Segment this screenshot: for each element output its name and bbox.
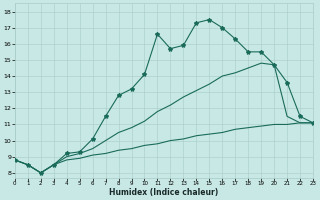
X-axis label: Humidex (Indice chaleur): Humidex (Indice chaleur) <box>109 188 219 197</box>
